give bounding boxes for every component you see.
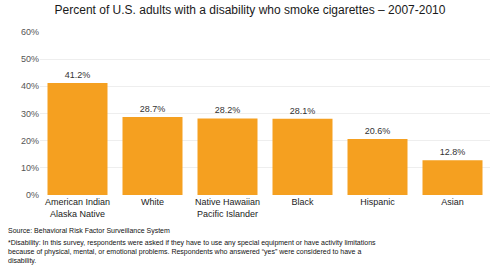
svg-text:50%: 50% xyxy=(21,54,39,64)
svg-text:30%: 30% xyxy=(21,109,39,119)
svg-text:60%: 60% xyxy=(21,27,39,37)
svg-text:*Disability: In this survey, r: *Disability: In this survey, respondents… xyxy=(8,239,376,265)
svg-text:0%: 0% xyxy=(26,190,39,200)
svg-text:10%: 10% xyxy=(21,163,39,173)
svg-text:Native HawaiianPacific Islande: Native HawaiianPacific Islander xyxy=(195,197,260,219)
svg-text:28.2%: 28.2% xyxy=(215,105,241,115)
svg-text:20.6%: 20.6% xyxy=(365,126,391,136)
svg-text:28.1%: 28.1% xyxy=(290,106,316,116)
svg-text:40%: 40% xyxy=(21,81,39,91)
svg-text:White: White xyxy=(141,197,164,207)
svg-text:Percent of U.S. adults with a: Percent of U.S. adults with a disability… xyxy=(55,3,446,17)
svg-text:41.2%: 41.2% xyxy=(65,70,91,80)
svg-text:12.8%: 12.8% xyxy=(440,147,466,157)
svg-text:American IndianAlaska Native: American IndianAlaska Native xyxy=(45,197,110,219)
svg-text:Source: Behavioral Risk Factor: Source: Behavioral Risk Factor Surveilla… xyxy=(8,227,170,235)
svg-text:Asian: Asian xyxy=(441,197,464,207)
svg-text:Black: Black xyxy=(291,197,314,207)
svg-text:Hispanic: Hispanic xyxy=(360,197,395,207)
svg-text:20%: 20% xyxy=(21,136,39,146)
svg-text:28.7%: 28.7% xyxy=(140,104,166,114)
